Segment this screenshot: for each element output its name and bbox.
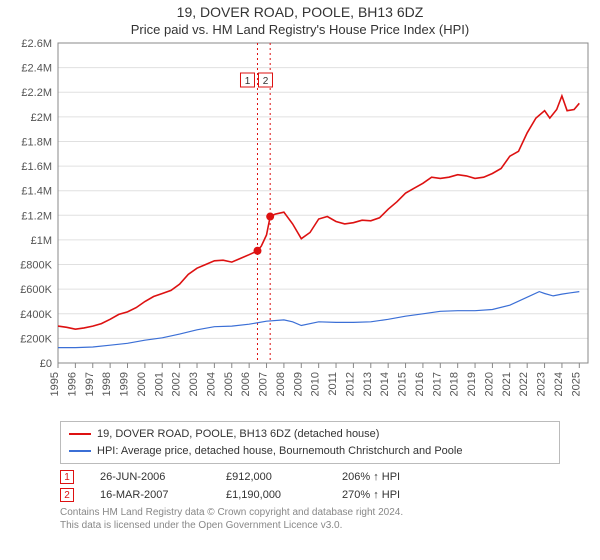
svg-text:2002: 2002 bbox=[171, 372, 183, 396]
legend-label-hpi: HPI: Average price, detached house, Bour… bbox=[97, 443, 462, 460]
annotation-marker-1: 1 bbox=[60, 470, 74, 484]
page-title: 19, DOVER ROAD, POOLE, BH13 6DZ bbox=[0, 4, 600, 20]
svg-text:2014: 2014 bbox=[379, 372, 391, 396]
svg-text:2023: 2023 bbox=[536, 372, 548, 396]
svg-text:£1.4M: £1.4M bbox=[21, 186, 52, 198]
footnote-line: Contains HM Land Registry data © Crown c… bbox=[60, 506, 560, 519]
svg-text:£1M: £1M bbox=[31, 235, 52, 247]
svg-text:2005: 2005 bbox=[223, 372, 235, 396]
footnote: Contains HM Land Registry data © Crown c… bbox=[60, 506, 560, 532]
svg-text:2012: 2012 bbox=[344, 372, 356, 396]
svg-text:£1.8M: £1.8M bbox=[21, 136, 52, 148]
annotation-date: 26-JUN-2006 bbox=[100, 471, 200, 483]
svg-text:2021: 2021 bbox=[501, 372, 513, 396]
svg-text:£200K: £200K bbox=[20, 333, 52, 345]
svg-text:£2M: £2M bbox=[31, 112, 52, 124]
svg-text:1: 1 bbox=[245, 76, 251, 87]
annotation-price: £912,000 bbox=[226, 471, 316, 483]
svg-text:2017: 2017 bbox=[431, 372, 443, 396]
svg-text:£2.6M: £2.6M bbox=[21, 38, 52, 50]
svg-text:2: 2 bbox=[263, 76, 269, 87]
svg-text:2020: 2020 bbox=[483, 372, 495, 396]
svg-text:£1.6M: £1.6M bbox=[21, 161, 52, 173]
svg-text:1997: 1997 bbox=[84, 372, 96, 396]
svg-text:2019: 2019 bbox=[466, 372, 478, 396]
footnote-line: This data is licensed under the Open Gov… bbox=[60, 519, 560, 532]
svg-text:2001: 2001 bbox=[153, 372, 165, 396]
price-chart: £0 £200K £400K £600K £800K £1M £1.2M £1.4M £1.6M… bbox=[0, 37, 600, 417]
svg-text:2010: 2010 bbox=[310, 372, 322, 396]
svg-text:2003: 2003 bbox=[188, 372, 200, 396]
svg-text:£600K: £600K bbox=[20, 284, 52, 296]
legend-swatch-subject bbox=[69, 433, 91, 435]
svg-text:2013: 2013 bbox=[362, 372, 374, 396]
svg-text:1996: 1996 bbox=[66, 372, 78, 396]
svg-text:2018: 2018 bbox=[449, 372, 461, 396]
svg-text:2011: 2011 bbox=[327, 372, 339, 396]
svg-text:£2.2M: £2.2M bbox=[21, 87, 52, 99]
annotation-date: 16-MAR-2007 bbox=[100, 489, 200, 501]
svg-text:2008: 2008 bbox=[275, 372, 287, 396]
annotation-row: 1 26-JUN-2006 £912,000 206% ↑ HPI bbox=[60, 470, 560, 484]
svg-text:2007: 2007 bbox=[258, 372, 270, 396]
chart-legend: 19, DOVER ROAD, POOLE, BH13 6DZ (detache… bbox=[60, 421, 560, 464]
svg-text:1998: 1998 bbox=[101, 372, 113, 396]
legend-swatch-hpi bbox=[69, 450, 91, 452]
annotation-hpi: 206% ↑ HPI bbox=[342, 471, 452, 483]
svg-text:2000: 2000 bbox=[136, 372, 148, 396]
svg-text:2006: 2006 bbox=[240, 372, 252, 396]
sale-annotation-table: 1 26-JUN-2006 £912,000 206% ↑ HPI 2 16-M… bbox=[60, 470, 560, 502]
annotation-hpi: 270% ↑ HPI bbox=[342, 489, 452, 501]
svg-text:£800K: £800K bbox=[20, 260, 52, 272]
svg-text:2015: 2015 bbox=[397, 372, 409, 396]
svg-text:1995: 1995 bbox=[49, 372, 61, 396]
svg-text:2022: 2022 bbox=[518, 372, 530, 396]
svg-text:2004: 2004 bbox=[205, 372, 217, 396]
annotation-price: £1,190,000 bbox=[226, 489, 316, 501]
svg-text:£1.2M: £1.2M bbox=[21, 210, 52, 222]
svg-text:2024: 2024 bbox=[553, 372, 565, 396]
legend-label-subject: 19, DOVER ROAD, POOLE, BH13 6DZ (detache… bbox=[97, 426, 379, 443]
annotation-marker-2: 2 bbox=[60, 488, 74, 502]
annotation-row: 2 16-MAR-2007 £1,190,000 270% ↑ HPI bbox=[60, 488, 560, 502]
svg-text:2025: 2025 bbox=[570, 372, 582, 396]
svg-text:£0: £0 bbox=[40, 358, 52, 370]
svg-text:1999: 1999 bbox=[119, 372, 131, 396]
svg-text:2009: 2009 bbox=[292, 372, 304, 396]
page-subtitle: Price paid vs. HM Land Registry's House … bbox=[0, 22, 600, 37]
svg-text:£400K: £400K bbox=[20, 309, 52, 321]
svg-text:£2.4M: £2.4M bbox=[21, 63, 52, 75]
svg-text:2016: 2016 bbox=[414, 372, 426, 396]
